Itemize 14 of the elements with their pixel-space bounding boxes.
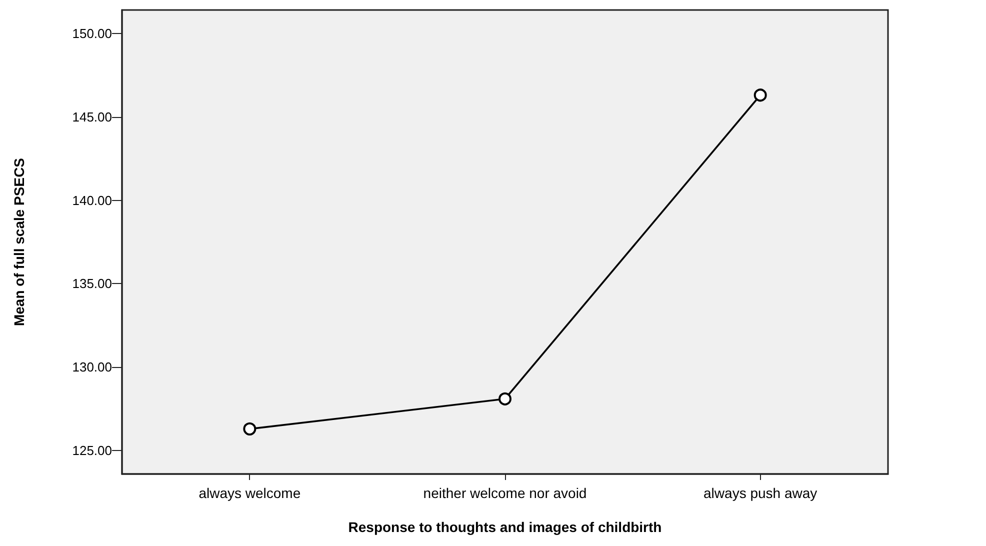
y-tick-label: 145.00	[72, 109, 112, 124]
y-tick-label: 150.00	[72, 26, 112, 41]
x-tick-label: neither welcome nor avoid	[423, 485, 587, 501]
x-axis-title: Response to thoughts and images of childbirth	[348, 519, 662, 535]
y-tick-label: 125.00	[72, 443, 112, 458]
y-tick-label: 130.00	[72, 360, 112, 375]
x-tick-label: always push away	[704, 485, 818, 501]
y-tick-label: 140.00	[72, 192, 112, 208]
x-tick-label: always welcome	[198, 485, 301, 501]
point	[754, 88, 767, 102]
point	[498, 392, 512, 406]
point	[243, 422, 256, 436]
y-tick-label: 135.00	[72, 276, 112, 292]
y-axis-title: Mean of full scale PSECS	[11, 158, 27, 326]
